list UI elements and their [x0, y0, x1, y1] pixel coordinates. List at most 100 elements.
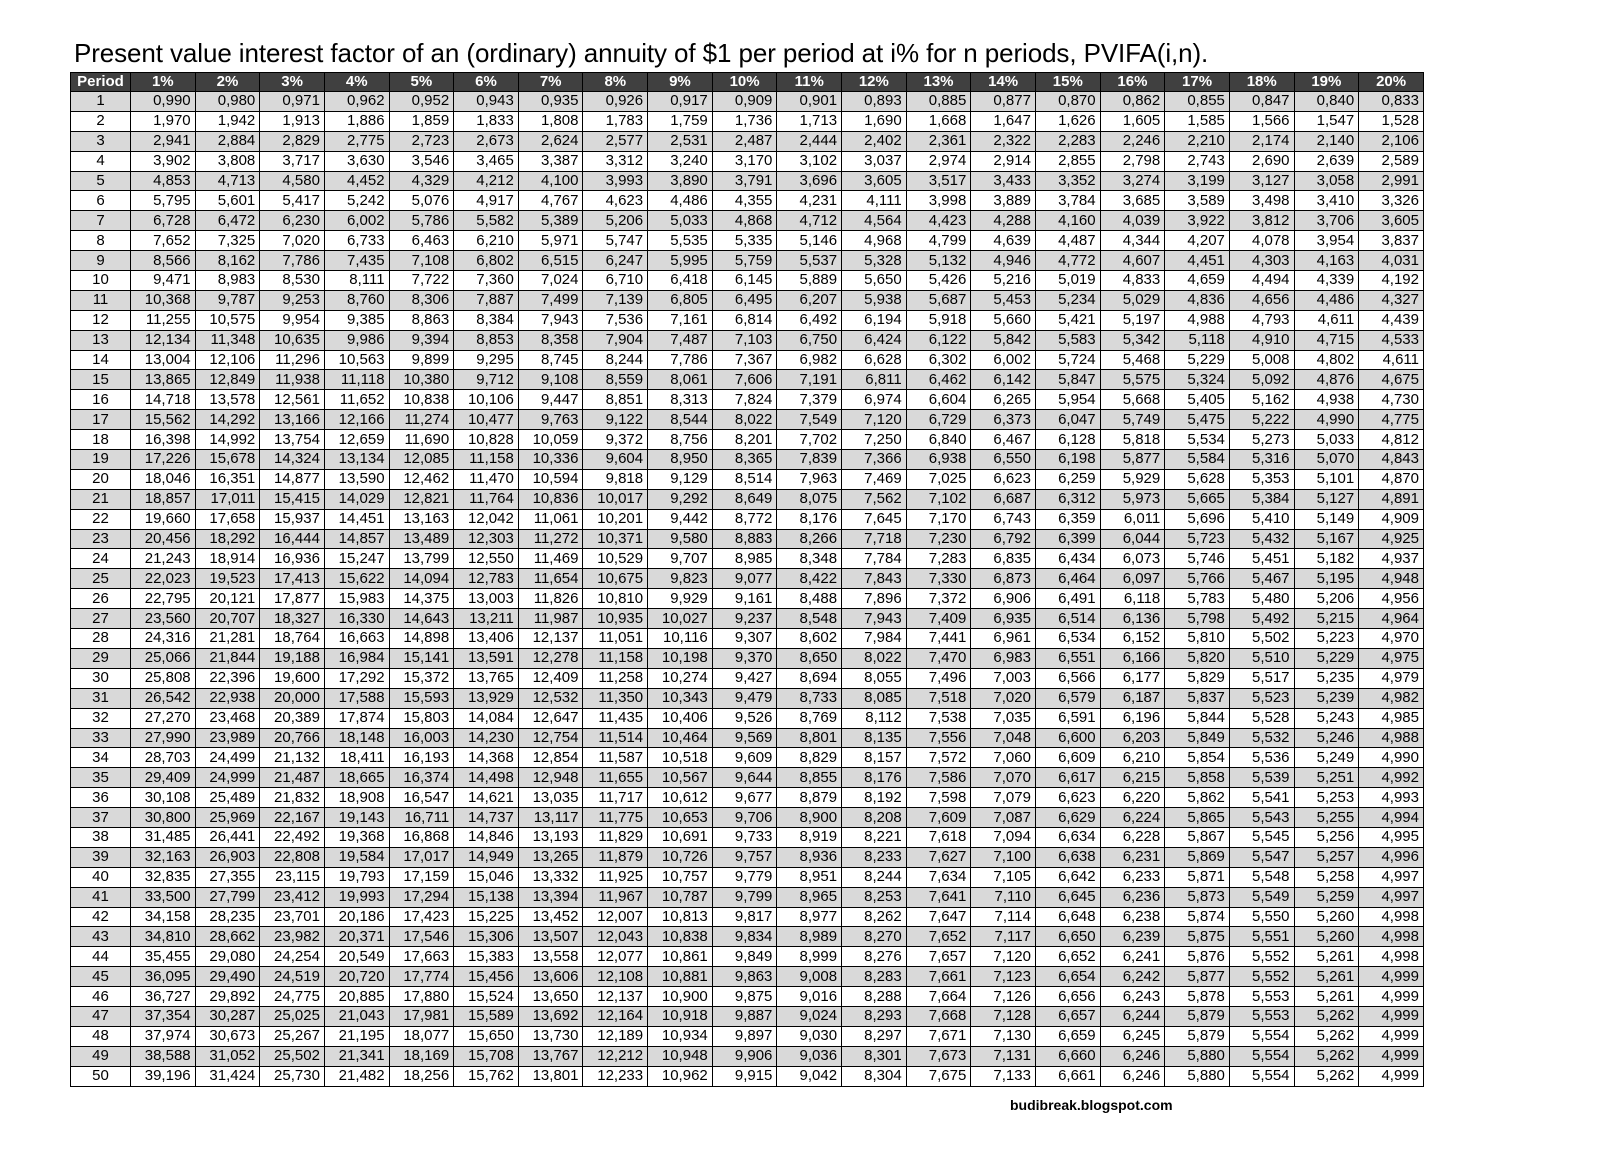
period-cell: 32: [70, 707, 131, 729]
period-cell: 39: [70, 846, 131, 868]
factor-cell: 12,233: [582, 1065, 649, 1087]
period-cell: 42: [70, 906, 131, 928]
factor-cell: 19,660: [130, 508, 196, 530]
header-rate: 1%: [130, 72, 196, 92]
factor-cell: 7,824: [711, 389, 778, 411]
factor-cell: 6,243: [1099, 986, 1166, 1007]
period-cell: 44: [70, 946, 131, 968]
factor-cell: 6,224: [1099, 807, 1166, 828]
factor-cell: 21,844: [194, 647, 261, 669]
table-row: 31 26,542 22,938 20,000 17,588 15,593 13,929 12…: [70, 687, 1424, 709]
factor-cell: 7,675: [905, 1065, 972, 1087]
factor-cell: 14,718: [130, 389, 196, 411]
factor-cell: 4,964: [1358, 608, 1424, 630]
factor-cell: 15,306: [453, 926, 519, 948]
factor-cell: 31,424: [194, 1065, 261, 1087]
factor-cell: 9,929: [647, 588, 713, 610]
factor-cell: 6,802: [453, 250, 519, 272]
factor-cell: 9,161: [711, 588, 778, 610]
factor-cell: 9,887: [711, 1005, 778, 1027]
factor-cell: 3,605: [841, 170, 907, 192]
factor-cell: 14,375: [388, 588, 455, 610]
factor-cell: 5,818: [1099, 429, 1166, 451]
factor-cell: 5,668: [1099, 389, 1166, 411]
period-cell: 19: [70, 449, 131, 470]
factor-cell: 5,759: [711, 250, 778, 272]
factor-cell: 6,656: [1034, 986, 1101, 1007]
factor-cell: 9,954: [259, 309, 325, 331]
factor-cell: 10,027: [647, 608, 713, 630]
table-row: 14 13,004 12,106 11,296 10,563 9,899 9,295 8,74…: [70, 349, 1424, 371]
factor-cell: 7,133: [970, 1065, 1036, 1087]
factor-cell: 14,621: [453, 787, 519, 809]
factor-cell: 9,712: [453, 369, 519, 391]
factor-cell: 6,464: [1034, 568, 1101, 590]
factor-cell: 11,158: [582, 647, 649, 669]
factor-cell: 14,737: [453, 807, 519, 828]
factor-cell: 5,223: [1293, 628, 1360, 649]
factor-cell: 5,033: [647, 210, 713, 232]
factor-cell: 8,936: [776, 846, 843, 868]
factor-cell: 8,733: [776, 687, 843, 709]
factor-cell: 6,196: [1099, 707, 1166, 729]
factor-cell: 3,706: [1293, 210, 1360, 232]
period-cell: 41: [70, 886, 131, 908]
factor-cell: 6,259: [1034, 468, 1101, 490]
factor-cell: 5,650: [841, 270, 907, 291]
factor-cell: 7,645: [841, 508, 907, 530]
factor-cell: 5,182: [1293, 548, 1360, 570]
factor-cell: 7,441: [905, 628, 972, 649]
factor-cell: 16,547: [388, 787, 455, 809]
factor-cell: 14,094: [388, 568, 455, 590]
factor-cell: 13,489: [388, 528, 455, 550]
factor-cell: 6,961: [970, 628, 1036, 649]
factor-cell: 19,188: [259, 647, 325, 669]
factor-cell: 1,808: [517, 110, 584, 132]
factor-cell: 7,661: [905, 966, 972, 988]
factor-cell: 5,844: [1164, 707, 1230, 729]
table-row: 33 27,990 23,989 20,766 18,148 16,003 14,230 12…: [70, 727, 1424, 749]
factor-cell: 8,022: [711, 409, 778, 431]
factor-cell: 4,975: [1358, 647, 1424, 669]
factor-cell: 8,989: [776, 926, 843, 948]
factor-cell: 4,985: [1358, 707, 1424, 729]
factor-cell: 34,810: [130, 926, 196, 948]
factor-cell: 6,236: [1099, 886, 1166, 908]
factor-cell: 17,011: [194, 488, 261, 510]
factor-cell: 4,988: [1164, 309, 1230, 331]
factor-cell: 14,898: [388, 628, 455, 649]
factor-cell: 4,303: [1228, 250, 1295, 272]
factor-cell: 5,353: [1228, 468, 1295, 490]
factor-cell: 8,422: [776, 568, 843, 590]
factor-cell: 30,800: [130, 807, 196, 828]
factor-cell: 12,783: [453, 568, 519, 590]
factor-cell: 8,548: [776, 608, 843, 630]
factor-cell: 7,943: [517, 309, 584, 331]
factor-cell: 5,783: [1164, 588, 1230, 610]
factor-cell: 10,726: [647, 846, 713, 868]
factor-cell: 5,971: [517, 230, 584, 252]
table-row: 5 4,853 4,713 4,580 4,452 4,329 4,212 4,100 3,99…: [70, 170, 1424, 192]
factor-cell: 23,468: [194, 707, 261, 729]
factor-cell: 8,293: [841, 1005, 907, 1027]
factor-cell: 10,787: [647, 886, 713, 908]
factor-cell: 6,551: [1034, 647, 1101, 669]
factor-cell: 24,775: [259, 986, 325, 1007]
table-row: 10 9,471 8,983 8,530 8,111 7,722 7,360 7,024 6,7…: [70, 270, 1424, 291]
factor-cell: 9,372: [582, 429, 649, 451]
factor-cell: 5,480: [1228, 588, 1295, 610]
factor-cell: 12,042: [453, 508, 519, 530]
factor-cell: 4,793: [1228, 309, 1295, 331]
factor-cell: 12,659: [323, 429, 390, 451]
factor-cell: 4,998: [1358, 906, 1424, 928]
factor-cell: 4,999: [1358, 1065, 1424, 1087]
header-rate: 5%: [388, 72, 455, 92]
period-cell: 40: [70, 866, 131, 888]
period-cell: 2: [70, 110, 131, 132]
factor-cell: 5,261: [1293, 946, 1360, 968]
table-row: 3 2,941 2,884 2,829 2,775 2,723 2,673 2,624 2,57…: [70, 130, 1424, 152]
table-row: 47 37,354 30,287 25,025 21,043 17,981 15,589 13…: [70, 1005, 1424, 1027]
factor-cell: 5,342: [1099, 329, 1166, 351]
factor-cell: 17,981: [388, 1005, 455, 1027]
factor-cell: 5,918: [905, 309, 972, 331]
